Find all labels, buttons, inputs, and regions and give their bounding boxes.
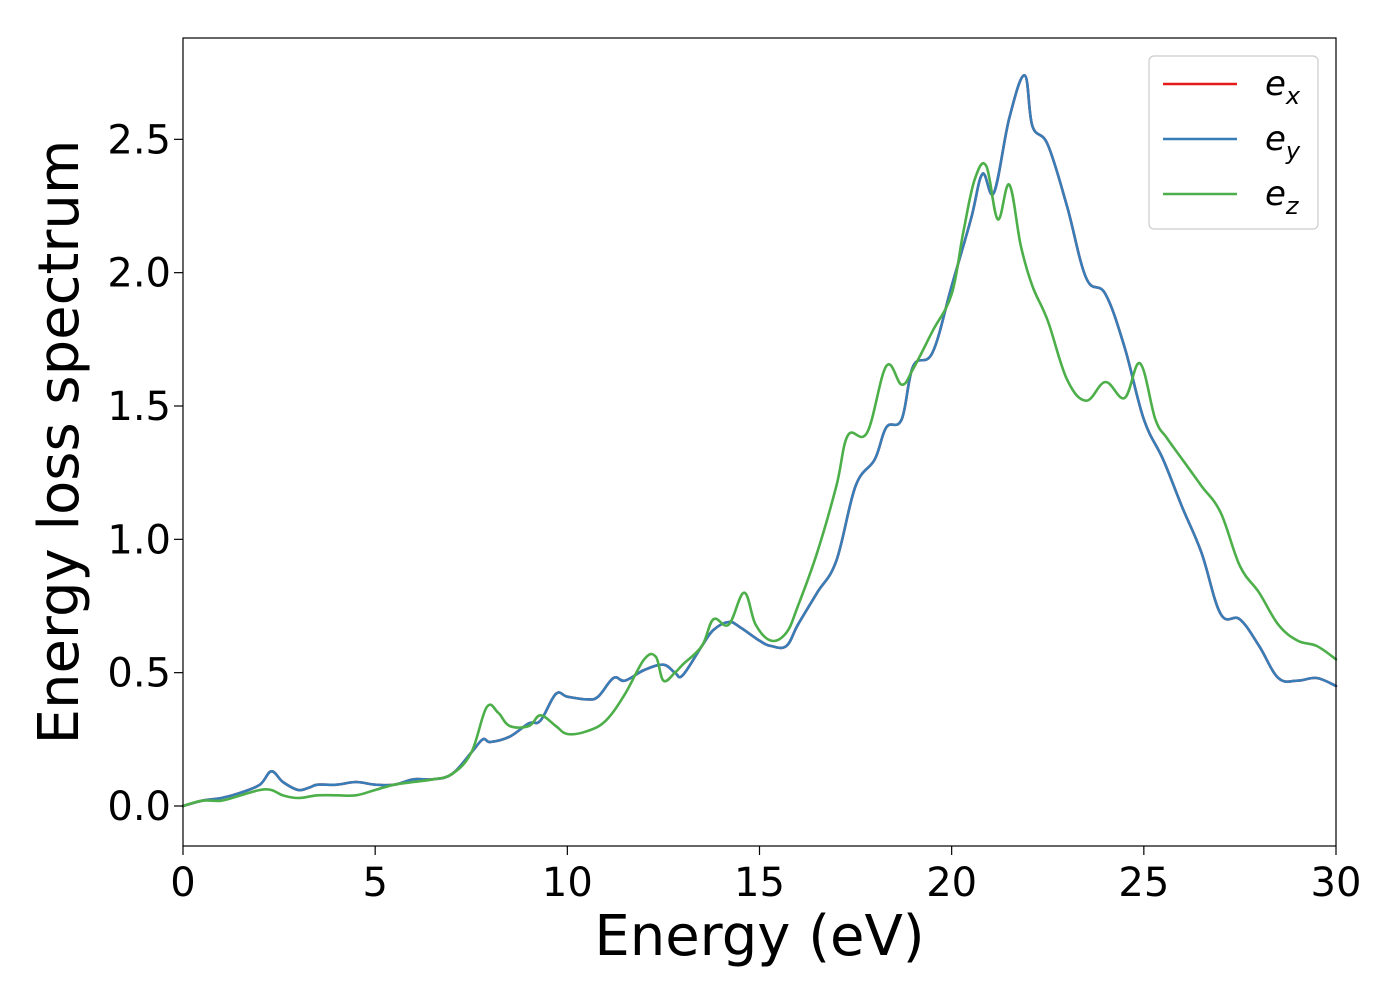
legend-label-z: ez [1265, 174, 1300, 220]
legend: ex ey ez [1148, 55, 1319, 230]
y-tick-label: 1.0 [107, 517, 171, 563]
y-axis-title: Energy loss spectrum [27, 140, 92, 745]
x-tick-label: 20 [926, 860, 977, 906]
y-tick-label: 2.5 [107, 117, 171, 163]
x-tick-label: 5 [362, 860, 387, 906]
y-tick-label: 1.5 [107, 384, 171, 430]
y-tick-label: 2.0 [107, 251, 171, 297]
x-tick-label: 10 [542, 860, 593, 906]
legend-label-x: ex [1265, 64, 1301, 110]
ticks-layer: 0 5 10 15 20 25 30 0.0 0.5 1.0 1.5 2.0 2.5 [107, 117, 1361, 906]
series-line-e-z [181, 162, 1338, 808]
x-tick-label: 25 [1118, 860, 1169, 906]
x-tick-label: 15 [734, 860, 785, 906]
legend-label-y: ey [1265, 119, 1301, 165]
x-axis-title: Energy (eV) [594, 904, 924, 969]
x-tick-label: 30 [1311, 860, 1362, 906]
legend-box [1148, 55, 1319, 230]
series-line-e-y [181, 74, 1338, 808]
y-tick-label: 0.0 [107, 784, 171, 830]
x-tick-label: 0 [170, 860, 195, 906]
y-tick-label: 0.5 [107, 651, 171, 697]
series-layer [181, 74, 1338, 808]
